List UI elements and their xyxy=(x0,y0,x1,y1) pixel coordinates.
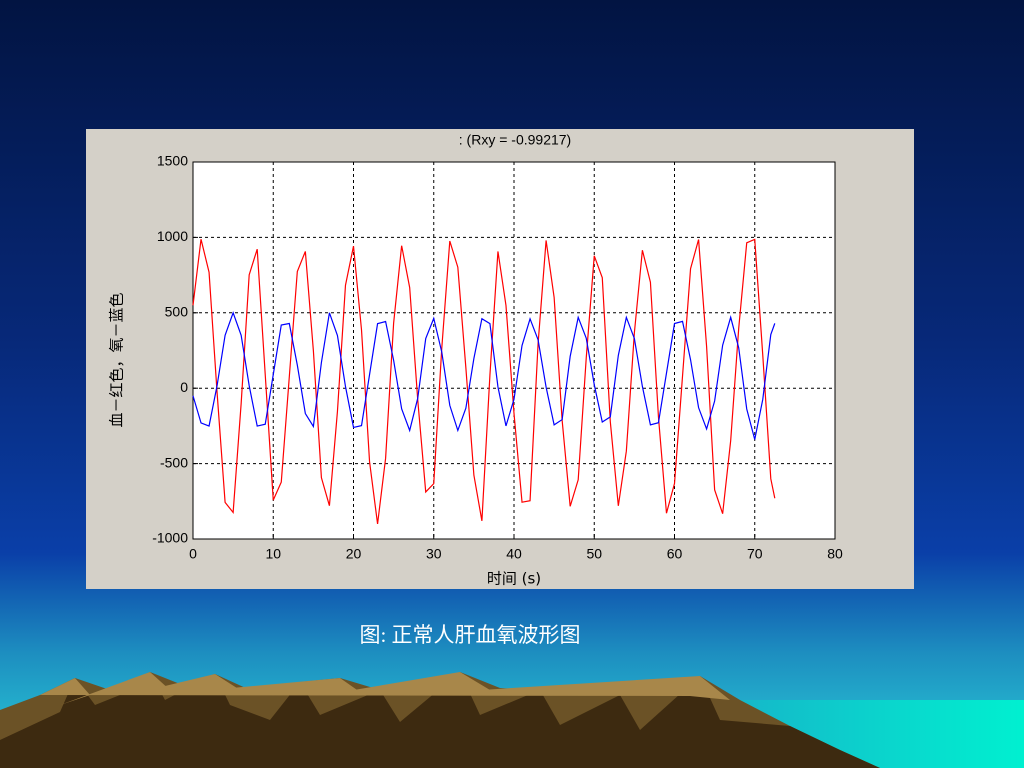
y-tick-label: 0 xyxy=(180,379,188,395)
y-axis-label: 血－红色，氧－蓝色 xyxy=(108,292,126,427)
x-tick-label: 10 xyxy=(265,546,281,562)
series-line xyxy=(192,238,776,524)
y-tick-label: -500 xyxy=(160,454,188,470)
ticks: 0 10 20 30 40 50 60 70 80 -1000 -500 0 500 1000 1500 xyxy=(152,153,843,562)
x-tick-label: 60 xyxy=(667,546,683,562)
y-tick-label: -1000 xyxy=(152,530,188,546)
x-axis-label: 时间 (s) xyxy=(487,570,541,588)
x-tick-label: 50 xyxy=(586,546,602,562)
x-tick-label: 80 xyxy=(827,546,843,562)
y-tick-label: 500 xyxy=(165,304,189,320)
x-tick-label: 30 xyxy=(426,546,442,562)
x-tick-label: 20 xyxy=(346,546,362,562)
y-tick-label: 1000 xyxy=(157,228,188,244)
x-tick-label: 0 xyxy=(189,546,197,562)
lines xyxy=(192,238,776,524)
y-tick-label: 1500 xyxy=(157,153,188,169)
mountain-shadows xyxy=(0,672,880,768)
x-tick-label: 40 xyxy=(506,546,522,562)
caption: 图: 正常人肝血氧波形图 xyxy=(359,623,580,647)
x-tick-label: 70 xyxy=(747,546,763,562)
chart-title: : (Rxy = -0.99217) xyxy=(459,132,571,148)
mountain-highlights xyxy=(40,672,730,705)
series-line xyxy=(192,311,776,440)
